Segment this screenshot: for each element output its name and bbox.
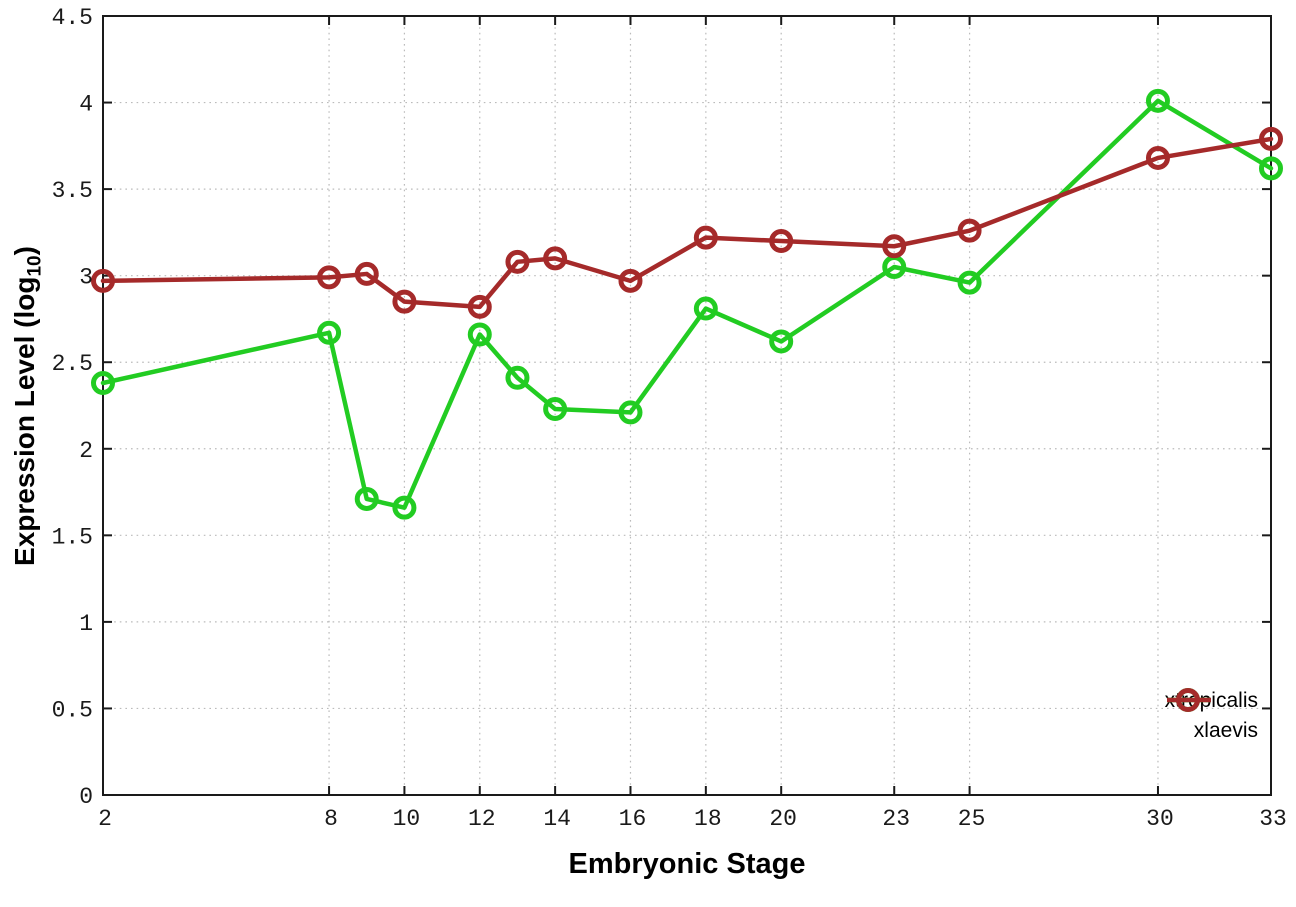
data-point-xtropicalis-2 [91, 370, 115, 395]
data-point-xlaevis-8 [317, 265, 342, 290]
x-tick-label: 25 [958, 806, 986, 832]
data-point-xtropicalis-33 [1259, 156, 1283, 181]
y-tick-label: 1 [79, 611, 93, 637]
y-axis-title: Expression Level (log10) [5, 196, 46, 616]
data-point-xlaevis-13 [505, 249, 530, 274]
legend-key-xlaevis [1166, 688, 1211, 712]
x-tick-label: 8 [324, 806, 338, 832]
legend-label-xlaevis: xlaevis [1193, 719, 1258, 742]
legend-marker-icon [1175, 688, 1200, 712]
y-axis-title-text: Expression Level (log [9, 276, 40, 566]
data-point-xlaevis-10 [392, 289, 417, 314]
legend: xtropicalis xlaevis [1165, 686, 1266, 746]
x-tick-label: 14 [543, 806, 571, 832]
x-tick-label: 33 [1259, 806, 1287, 832]
data-point-xtropicalis-12 [467, 322, 492, 347]
data-point-xtropicalis-13 [505, 365, 530, 390]
x-axis-title: Embryonic Stage [568, 848, 806, 880]
plot-border [102, 15, 1272, 796]
x-tick-label: 18 [694, 806, 722, 832]
x-tick-label: 23 [882, 806, 910, 832]
data-point-xlaevis-23 [882, 234, 907, 259]
legend-label-xtropicalis: xtropicalis [1164, 689, 1258, 712]
data-point-xtropicalis-10 [392, 495, 417, 520]
data-point-xtropicalis-20 [769, 329, 794, 354]
data-point-xlaevis-9 [354, 261, 379, 286]
y-tick-label: 2 [79, 438, 93, 464]
y-tick-label: 4.5 [52, 5, 93, 31]
data-point-xtropicalis-16 [618, 400, 643, 425]
x-tick-label: 12 [468, 806, 496, 832]
data-point-xlaevis-18 [693, 225, 718, 250]
data-point-xlaevis-12 [467, 294, 492, 319]
data-point-xlaevis-33 [1259, 126, 1283, 151]
y-tick-label: 3.5 [52, 178, 93, 204]
y-tick-label: 0 [79, 784, 93, 810]
data-point-xtropicalis-18 [693, 296, 718, 321]
data-point-xlaevis-20 [769, 229, 794, 254]
data-point-xlaevis-16 [618, 268, 643, 293]
data-point-xtropicalis-25 [957, 270, 982, 295]
data-point-xtropicalis-14 [543, 396, 568, 421]
data-point-xtropicalis-30 [1145, 88, 1170, 113]
y-axis-title-close: ) [9, 246, 40, 256]
y-tick-label: 3 [79, 265, 93, 291]
data-point-xlaevis-14 [543, 246, 568, 271]
y-tick-label: 4 [79, 92, 93, 118]
x-tick-label: 20 [769, 806, 797, 832]
y-axis-title-subscript: 10 [24, 255, 46, 277]
x-tick-label: 16 [619, 806, 647, 832]
data-point-xlaevis-30 [1145, 145, 1170, 170]
y-tick-label: 1.5 [52, 524, 93, 550]
data-point-xtropicalis-8 [317, 320, 342, 345]
legend-item-xlaevis: xlaevis [1166, 688, 1266, 746]
x-tick-label: 2 [98, 806, 112, 832]
y-tick-label: 0.5 [52, 697, 93, 723]
y-tick-label: 2.5 [52, 351, 93, 377]
data-point-xtropicalis-9 [354, 486, 379, 511]
data-point-xlaevis-25 [957, 218, 982, 243]
series-line-xtropicalis [100, 98, 1274, 510]
data-point-xlaevis-2 [91, 268, 115, 293]
x-tick-label: 10 [393, 806, 421, 832]
series-line-xlaevis [100, 136, 1274, 310]
x-tick-label: 30 [1146, 806, 1174, 832]
